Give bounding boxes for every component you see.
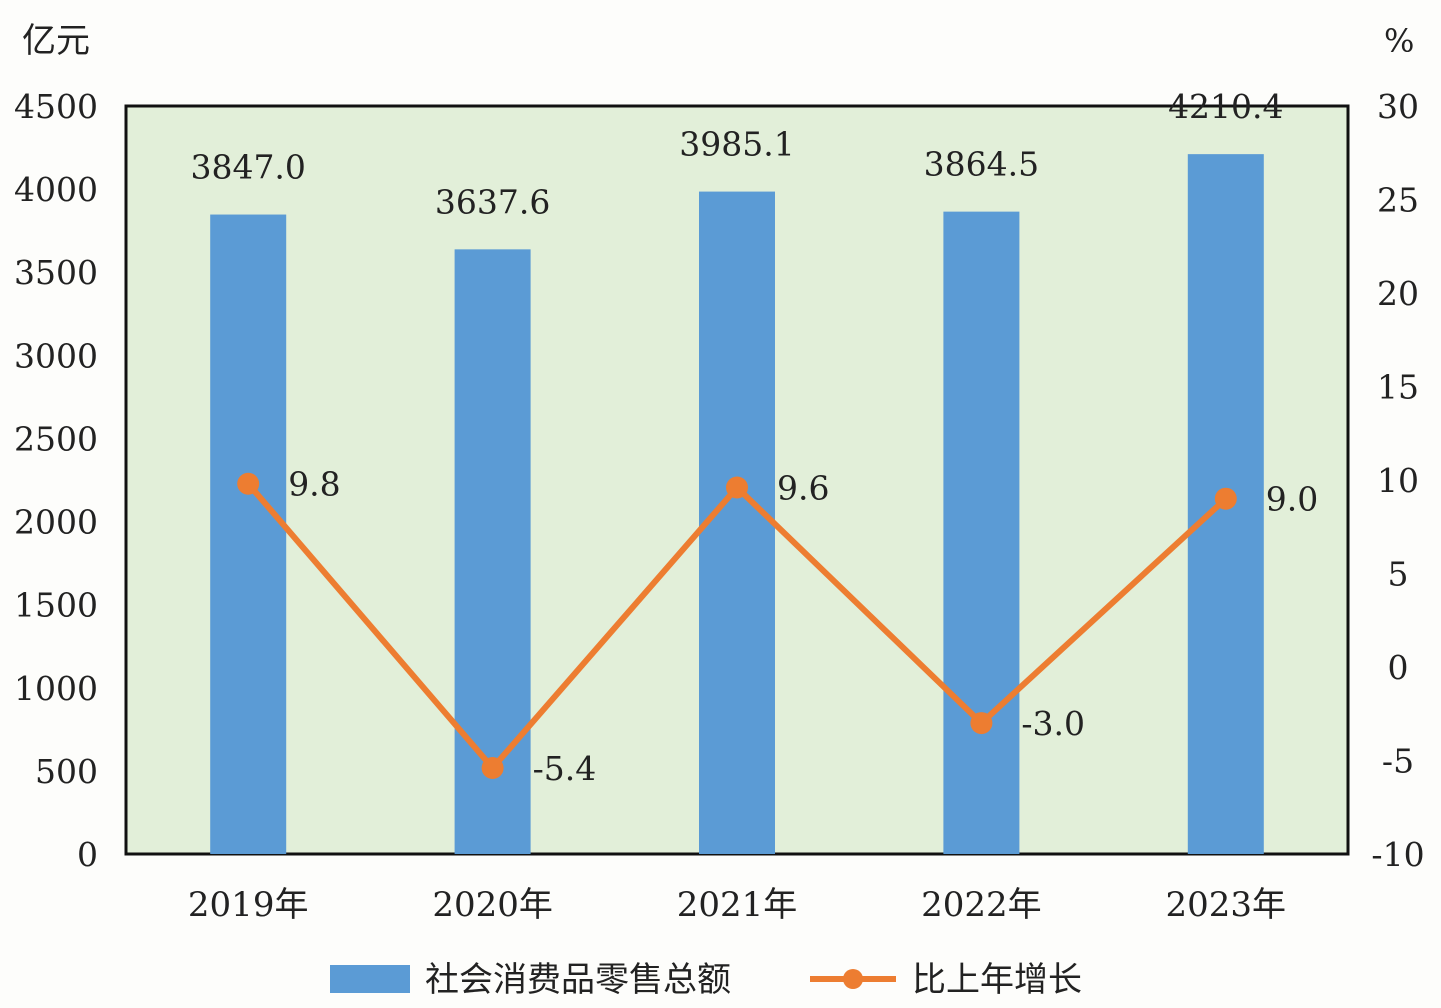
growth-point-3 [970, 712, 993, 735]
left-tick-label: 1500 [14, 586, 98, 625]
x-tick-label-2: 2021年 [677, 885, 798, 925]
line-data-labels: 9.8 -5.4 9.6 -3.0 9.0 [288, 465, 1318, 788]
left-tick-label: 3000 [14, 336, 98, 375]
growth-point-1 [481, 756, 504, 779]
x-tick-label-1: 2020年 [432, 885, 553, 925]
bar-2 [699, 191, 775, 854]
x-tick-label-4: 2023年 [1166, 885, 1287, 925]
bar-value-label-3: 3864.5 [924, 145, 1039, 184]
left-tick-label: 4000 [14, 170, 98, 209]
left-tick-label: 2500 [14, 419, 98, 458]
right-tick-label: 25 [1377, 181, 1419, 220]
right-tick-label: -10 [1371, 835, 1424, 874]
left-tick-label: 4500 [14, 87, 98, 126]
legend: 社会消费品零售总额 比上年增长 [330, 960, 1082, 1000]
right-tick-label: 0 [1388, 648, 1409, 687]
left-tick-label: 500 [35, 752, 98, 791]
x-tick-label-3: 2022年 [921, 885, 1042, 925]
legend-line-label: 比上年增长 [912, 960, 1082, 1000]
growth-point-4 [1214, 487, 1237, 510]
right-tick-label: 10 [1377, 461, 1419, 500]
bar-0 [210, 214, 287, 855]
right-tick-label: -5 [1382, 742, 1414, 781]
x-tick-label-0: 2019年 [188, 885, 309, 925]
bar-1 [454, 249, 531, 855]
left-tick-label: 3500 [14, 253, 98, 292]
right-axis-ticks: -10 -5 0 5 10 15 20 25 30 [1371, 87, 1424, 874]
bar-value-label-1: 3637.6 [435, 182, 550, 221]
growth-value-label-4: 9.0 [1266, 480, 1318, 519]
x-axis-ticks: 2019年 2020年 2021年 2022年 2023年 [188, 885, 1286, 925]
growth-value-label-0: 9.8 [288, 465, 340, 504]
left-axis-ticks: 0 500 1000 1500 2000 2500 3000 3500 4000 4500 [14, 87, 98, 874]
growth-value-label-3: -3.0 [1021, 704, 1085, 743]
legend-bar-swatch [330, 965, 410, 993]
legend-line-marker [843, 969, 863, 989]
legend-bar-label: 社会消费品零售总额 [425, 960, 731, 1000]
bar-series [210, 154, 1264, 855]
bar-value-label-0: 3847.0 [190, 148, 305, 187]
bar-value-label-2: 3985.1 [679, 125, 794, 164]
bar-3 [943, 211, 1020, 854]
growth-point-2 [726, 476, 748, 499]
left-tick-label: 0 [77, 835, 98, 874]
right-tick-label: 5 [1388, 555, 1409, 594]
right-tick-label: 15 [1377, 368, 1419, 407]
growth-value-label-1: -5.4 [533, 749, 597, 788]
bar-value-label-4: 4210.4 [1168, 87, 1283, 126]
left-tick-label: 1000 [14, 669, 98, 708]
line-series [237, 472, 1237, 779]
left-tick-label: 2000 [14, 503, 98, 542]
left-axis-unit: 亿元 [22, 21, 90, 61]
bar-data-labels: 3847.0 3637.6 3985.1 3864.5 4210.4 [190, 87, 1283, 221]
growth-value-label-2: 9.6 [777, 468, 829, 507]
right-axis-unit: % [1384, 22, 1414, 60]
growth-point-0 [237, 472, 260, 495]
right-tick-label: 20 [1377, 274, 1419, 313]
right-tick-label: 30 [1377, 87, 1419, 126]
